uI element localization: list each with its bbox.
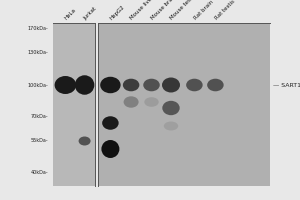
Text: — SART1: — SART1: [273, 83, 300, 88]
Ellipse shape: [186, 79, 203, 91]
Text: Mouse testis: Mouse testis: [169, 0, 197, 21]
Ellipse shape: [207, 79, 224, 91]
Text: Rat testis: Rat testis: [214, 0, 236, 21]
Ellipse shape: [144, 97, 159, 107]
Text: 70kDa-: 70kDa-: [31, 114, 49, 119]
Ellipse shape: [102, 116, 119, 130]
Text: 170kDa-: 170kDa-: [28, 26, 49, 31]
Ellipse shape: [55, 76, 76, 94]
Bar: [98, 23, 270, 186]
Ellipse shape: [164, 121, 178, 130]
Text: 55kDa-: 55kDa-: [31, 138, 49, 144]
Ellipse shape: [143, 79, 160, 91]
Ellipse shape: [123, 79, 139, 91]
Text: Rat brain: Rat brain: [193, 0, 214, 21]
Bar: [52, 23, 94, 186]
Ellipse shape: [162, 78, 180, 92]
Text: Mouse liver: Mouse liver: [130, 0, 155, 21]
Ellipse shape: [79, 136, 91, 146]
Text: HepG2: HepG2: [109, 4, 126, 21]
Ellipse shape: [100, 77, 121, 93]
Ellipse shape: [101, 140, 119, 158]
Text: Jurkat: Jurkat: [83, 6, 98, 21]
Ellipse shape: [124, 96, 139, 108]
Text: 40kDa-: 40kDa-: [31, 170, 49, 176]
Text: 100kDa-: 100kDa-: [28, 83, 49, 88]
Text: HeLa: HeLa: [64, 8, 77, 21]
Text: 130kDa-: 130kDa-: [28, 50, 49, 55]
Ellipse shape: [162, 101, 180, 115]
Ellipse shape: [75, 75, 94, 95]
Text: Mouse brain: Mouse brain: [150, 0, 177, 21]
